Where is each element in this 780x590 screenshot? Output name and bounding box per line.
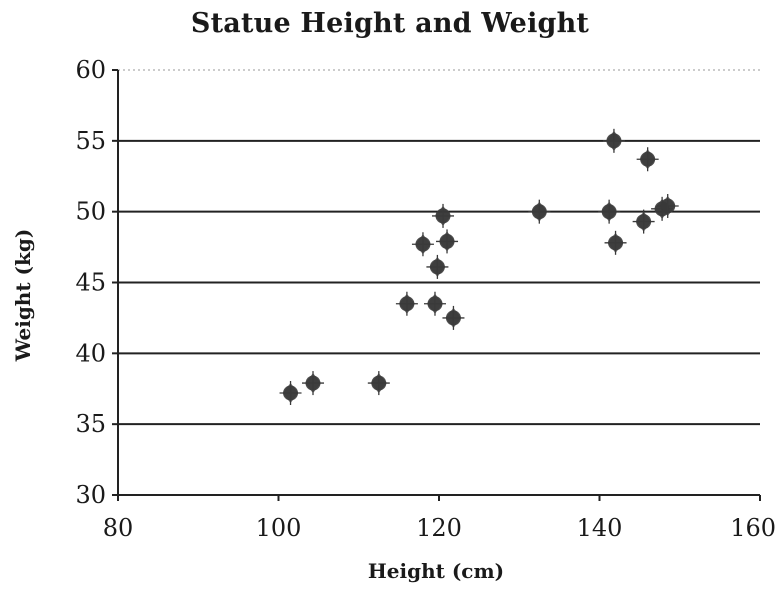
- data-point: [432, 203, 455, 228]
- x-tick-label-80: 80: [103, 514, 134, 542]
- data-point: [602, 128, 625, 153]
- y-tick-label-30: 30: [75, 481, 106, 509]
- tick-labels: 30 35 40 45 50 55 60 80 100 120 140 160: [75, 56, 776, 542]
- data-point: [423, 291, 446, 316]
- x-axis-title: Height (cm): [368, 559, 504, 583]
- y-tick-label-60: 60: [75, 56, 106, 84]
- x-tick-label-100: 100: [256, 514, 302, 542]
- y-tick-label-45: 45: [75, 269, 106, 297]
- data-point: [302, 371, 325, 396]
- y-tick-label-55: 55: [75, 127, 106, 155]
- x-tick-label-140: 140: [577, 514, 623, 542]
- data-point: [279, 381, 302, 405]
- data-point: [442, 305, 465, 330]
- axes: [112, 69, 761, 501]
- data-point: [598, 199, 621, 224]
- data-point: [436, 229, 459, 254]
- data-point: [656, 194, 679, 218]
- data-point: [604, 230, 627, 255]
- y-tick-label-35: 35: [75, 410, 106, 438]
- data-point: [426, 254, 449, 279]
- gridlines: [118, 69, 760, 426]
- x-tick-label-120: 120: [416, 514, 462, 542]
- data-point: [632, 209, 655, 234]
- data-point: [636, 147, 659, 172]
- data-points: [279, 128, 679, 405]
- data-point: [395, 291, 418, 316]
- y-tick-label-50: 50: [75, 198, 106, 226]
- x-tick-label-160: 160: [730, 514, 776, 542]
- y-tick-label-40: 40: [75, 339, 106, 367]
- y-axis-title: Weight (kg): [11, 229, 35, 363]
- chart-title: Statue Height and Weight: [190, 8, 590, 39]
- data-point: [367, 371, 390, 396]
- data-point: [528, 199, 551, 224]
- data-point: [411, 232, 434, 257]
